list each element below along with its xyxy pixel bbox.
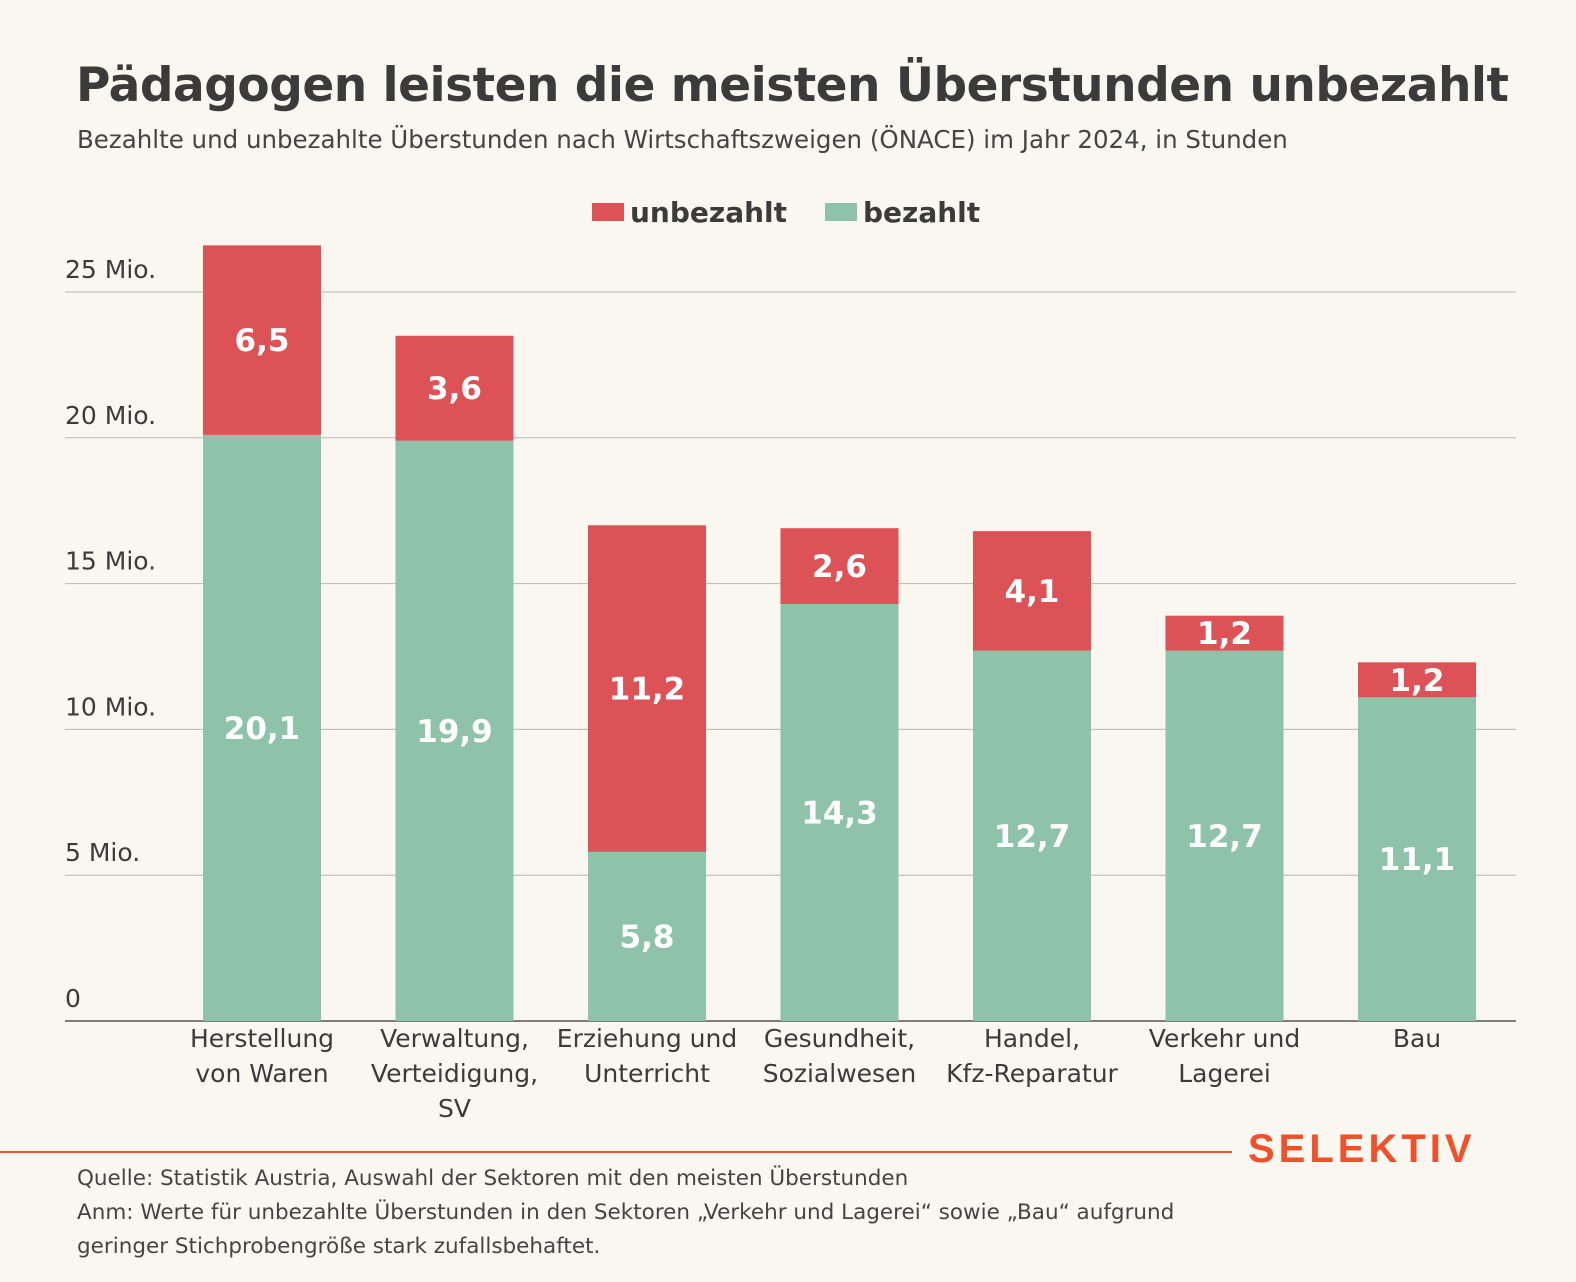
legend: unbezahlt bezahlt xyxy=(592,194,1018,230)
data-label-unbezahlt: 2,6 xyxy=(812,549,867,585)
source-line-3: geringer Stichprobengröße stark zufallsb… xyxy=(77,1234,601,1259)
bar-bezahlt xyxy=(973,650,1091,1021)
x-tick-label: Gesundheit, xyxy=(764,1024,915,1053)
legend-item-unbezahlt: unbezahlt xyxy=(592,196,787,229)
bar-unbezahlt xyxy=(588,525,706,852)
x-tick-label: Verkehr und xyxy=(1149,1024,1300,1053)
x-tick-label: Handel, xyxy=(984,1024,1080,1053)
x-tick-label: SV xyxy=(438,1094,471,1123)
data-label-bezahlt: 5,8 xyxy=(620,919,675,955)
bar-bezahlt xyxy=(395,440,514,1021)
bar-bezahlt xyxy=(1358,697,1476,1021)
bar-unbezahlt xyxy=(973,531,1091,651)
brand-logo: SELEKTIV xyxy=(1248,1127,1476,1171)
x-tick-label: von Waren xyxy=(195,1059,328,1088)
bars: 20,1 6,5 19,9 3,6 5,8 11,2 14,3 2,6 12,7 4,1 12,7 1… xyxy=(203,245,1476,1021)
x-tick-label: Sozialwesen xyxy=(763,1059,917,1088)
chart-subtitle: Bezahlte und unbezahlte Überstunden nach… xyxy=(77,125,1288,154)
data-label-bezahlt: 19,9 xyxy=(416,714,493,750)
data-label-bezahlt: 12,7 xyxy=(994,819,1071,855)
data-label-unbezahlt: 1,2 xyxy=(1390,663,1445,699)
bar-unbezahlt xyxy=(780,528,899,605)
legend-swatch-unbezahlt xyxy=(592,203,624,221)
x-tick-label: Kfz-Reparatur xyxy=(946,1059,1118,1088)
y-axis-ticks: 0 5 Mio. 10 Mio. 15 Mio. 20 Mio. 25 Mio. xyxy=(65,255,156,1013)
bar-bezahlt xyxy=(1165,650,1284,1021)
source-line-1: Quelle: Statistik Austria, Auswahl der S… xyxy=(77,1166,909,1191)
legend-item-bezahlt: bezahlt xyxy=(825,196,980,229)
data-label-unbezahlt: 6,5 xyxy=(235,323,290,359)
x-tick-label: Unterricht xyxy=(584,1059,710,1088)
y-tick-label: 5 Mio. xyxy=(65,838,140,867)
footer-divider xyxy=(0,1151,1232,1153)
source-line-2: Anm: Werte für unbezahlte Überstunden in… xyxy=(77,1200,1175,1225)
y-tick-label: 10 Mio. xyxy=(65,692,156,721)
bar-bezahlt xyxy=(588,851,706,1021)
x-tick-label: Lagerei xyxy=(1178,1059,1271,1088)
x-tick-label: Verwaltung, xyxy=(380,1024,529,1053)
source-note: Quelle: Statistik Austria, Auswahl der S… xyxy=(77,1162,1307,1264)
y-tick-label: 0 xyxy=(65,984,81,1013)
data-label-bezahlt: 20,1 xyxy=(224,711,301,747)
x-axis-labels: Herstellung von Waren Verwaltung, Verteidig… xyxy=(190,1024,1441,1123)
data-label-unbezahlt: 3,6 xyxy=(427,371,482,407)
bar-bezahlt xyxy=(203,434,321,1021)
x-tick-label: Verteidigung, xyxy=(371,1059,538,1088)
bar-bezahlt xyxy=(780,604,899,1021)
data-label-bezahlt: 12,7 xyxy=(1186,819,1263,855)
legend-swatch-bezahlt xyxy=(825,203,858,221)
data-label-unbezahlt: 1,2 xyxy=(1197,616,1252,652)
bar-unbezahlt xyxy=(203,245,321,435)
bar-unbezahlt xyxy=(395,335,514,441)
data-label-bezahlt: 11,1 xyxy=(1379,842,1456,878)
data-label-bezahlt: 14,3 xyxy=(801,796,878,832)
y-tick-label: 15 Mio. xyxy=(65,547,156,576)
x-tick-label: Erziehung und xyxy=(557,1024,737,1053)
legend-label-unbezahlt: unbezahlt xyxy=(630,195,788,229)
bar-unbezahlt xyxy=(1165,615,1284,651)
data-label-unbezahlt: 11,2 xyxy=(609,672,686,708)
bar-unbezahlt xyxy=(1358,662,1476,698)
y-tick-label: 20 Mio. xyxy=(65,401,156,430)
x-tick-label: Herstellung xyxy=(190,1024,334,1053)
chart-title: Pädagogen leisten die meisten Überstunde… xyxy=(76,58,1509,113)
legend-label-bezahlt: bezahlt xyxy=(863,195,981,229)
y-tick-label: 25 Mio. xyxy=(65,255,156,284)
x-tick-label: Bau xyxy=(1393,1024,1441,1053)
data-label-unbezahlt: 4,1 xyxy=(1005,574,1060,610)
